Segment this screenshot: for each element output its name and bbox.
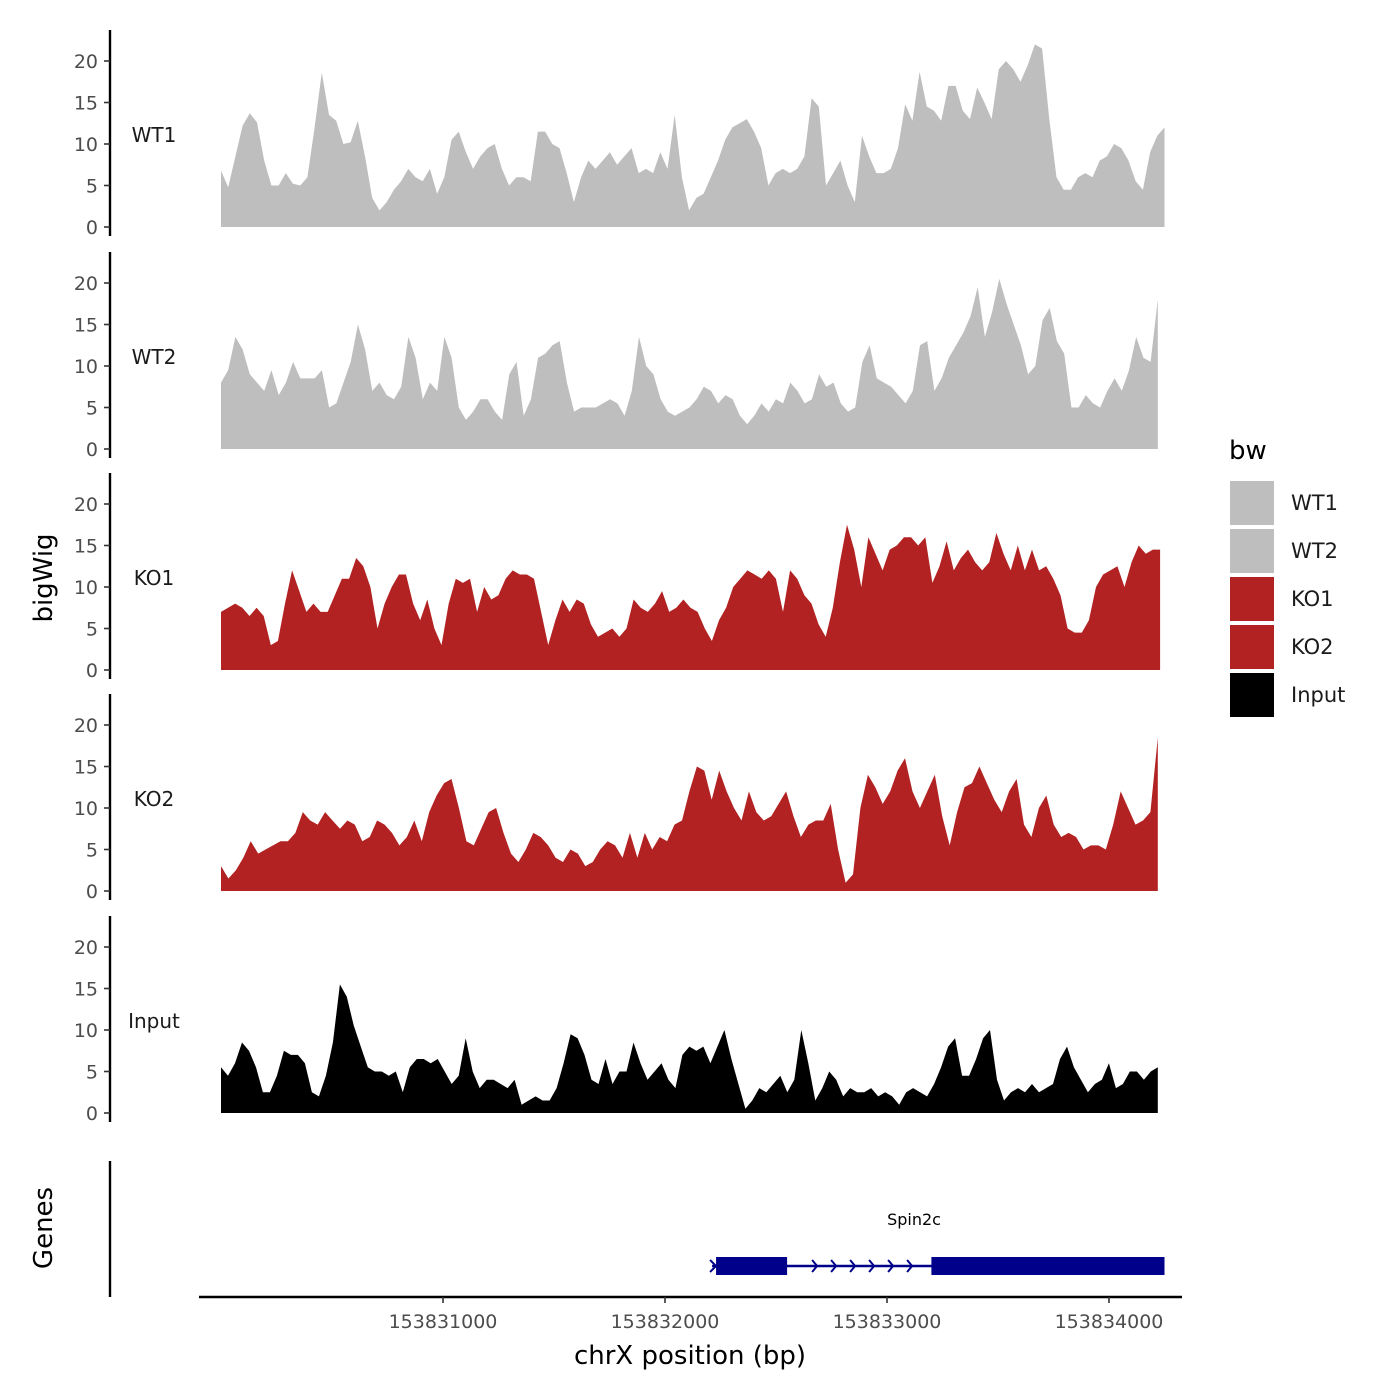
y-tick-label: 0 xyxy=(86,217,98,239)
signal-area-ko2 xyxy=(221,737,1158,891)
legend-label: Input xyxy=(1291,683,1345,707)
legend-swatch xyxy=(1228,623,1276,671)
track-wt2: 0 5 10 15 20 WT2 xyxy=(74,252,1158,461)
strand-chevron xyxy=(830,1259,838,1273)
y-tick-label: 20 xyxy=(74,715,98,737)
y-axis-title: bigWig xyxy=(29,533,59,622)
y-tick-label: 5 xyxy=(86,1062,98,1084)
y-tick-label: 15 xyxy=(74,315,98,337)
y-tick-label: 20 xyxy=(74,937,98,959)
gene-exon xyxy=(931,1257,1165,1275)
y-tick-label: 10 xyxy=(74,356,98,378)
y-tick-label: 5 xyxy=(86,398,98,420)
legend-swatch xyxy=(1228,479,1276,527)
y-tick-label: 10 xyxy=(74,577,98,599)
track-ko2: 0 5 10 15 20 KO2 xyxy=(74,694,1158,903)
x-axis-title: chrX position (bp) xyxy=(574,1341,806,1371)
y-tick-label: 5 xyxy=(86,840,98,862)
strand-chevron xyxy=(887,1259,895,1273)
y-tick-label: 5 xyxy=(86,176,98,198)
track-ko1: 0 5 10 15 20 KO1 xyxy=(74,473,1161,682)
gene-exon xyxy=(716,1257,788,1275)
y-tick-label: 0 xyxy=(86,439,98,461)
legend-label: KO1 xyxy=(1291,587,1334,611)
track-label: WT2 xyxy=(132,345,177,369)
strand-chevron xyxy=(906,1259,914,1273)
gene-name-label: Spin2c xyxy=(887,1210,941,1229)
y-tick-label: 15 xyxy=(74,979,98,1001)
x-tick-label: 153834000 xyxy=(1055,1311,1164,1333)
x-tick-label: 153832000 xyxy=(611,1311,720,1333)
legend-title: bw xyxy=(1229,436,1267,466)
track-wt1: 0 5 10 15 20 WT1 xyxy=(74,30,1165,239)
legend-label: KO2 xyxy=(1291,635,1334,659)
genes-axis-title: Genes xyxy=(29,1187,59,1269)
signal-area-wt2 xyxy=(221,278,1158,449)
y-tick-label: 15 xyxy=(74,536,98,558)
y-tick-label: 0 xyxy=(86,660,98,682)
track-label: Input xyxy=(128,1009,180,1033)
legend-label: WT1 xyxy=(1291,491,1338,515)
track-label: KO2 xyxy=(134,787,175,811)
track-label: KO1 xyxy=(134,566,175,590)
strand-chevron xyxy=(849,1259,857,1273)
y-tick-label: 15 xyxy=(74,757,98,779)
y-tick-label: 10 xyxy=(74,798,98,820)
signal-area-input xyxy=(221,984,1158,1113)
x-axis: 153831000 153832000 153833000 153834000 xyxy=(199,1295,1182,1333)
y-tick-label: 0 xyxy=(86,881,98,903)
y-tick-label: 20 xyxy=(74,273,98,295)
y-tick-label: 5 xyxy=(86,619,98,641)
gene-track: Spin2c xyxy=(108,1161,1165,1297)
x-tick-label: 153831000 xyxy=(389,1311,498,1333)
legend-label: WT2 xyxy=(1291,539,1338,563)
x-tick-label: 153833000 xyxy=(833,1311,942,1333)
strand-chevron xyxy=(811,1259,819,1273)
y-tick-label: 10 xyxy=(74,134,98,156)
legend-swatch xyxy=(1228,575,1276,623)
track-label: WT1 xyxy=(132,123,177,147)
legend-swatch xyxy=(1228,527,1276,575)
signal-tracks: 0 5 10 15 20 WT1 0 5 10 15 20 WT2 0 5 10 15 20 KO1 0 5 10 15 2… xyxy=(74,30,1165,1125)
y-tick-label: 15 xyxy=(74,93,98,115)
y-tick-label: 20 xyxy=(74,494,98,516)
y-tick-label: 0 xyxy=(86,1103,98,1125)
y-tick-label: 10 xyxy=(74,1020,98,1042)
signal-area-ko1 xyxy=(221,524,1161,670)
legend-swatch xyxy=(1228,671,1276,719)
track-input: 0 5 10 15 20 Input xyxy=(74,916,1158,1125)
y-tick-label: 20 xyxy=(74,51,98,73)
legend: bw WT1 WT2 KO1 KO2 Input xyxy=(1228,436,1345,719)
strand-chevron xyxy=(868,1259,876,1273)
signal-area-wt1 xyxy=(221,44,1165,228)
